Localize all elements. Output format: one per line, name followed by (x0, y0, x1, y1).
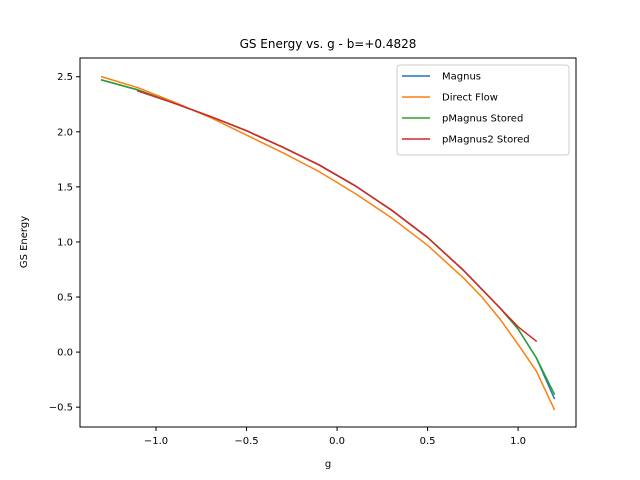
y-tick-label: 1.0 (57, 237, 73, 248)
legend-label: pMagnus Stored (442, 114, 523, 125)
x-tick-label: 1.0 (510, 436, 526, 447)
legend-box (396, 64, 570, 156)
y-tick-label: 1.5 (57, 182, 73, 193)
legend: Magnus Direct Flow pMagnus Stored pMagnus2 … (396, 64, 570, 156)
x-tick-label: −0.5 (234, 436, 258, 447)
chart-title: GS Energy vs. g - b=+0.4828 (240, 37, 417, 51)
series-layer (100, 75, 556, 411)
legend-label: pMagnus2 Stored (442, 135, 530, 146)
legend-label: Direct Flow (442, 93, 498, 104)
y-tick-label: 2.5 (57, 72, 73, 83)
x-tick-label: 0.0 (329, 436, 345, 447)
y-axis-label: GS Energy (19, 216, 30, 268)
x-tick-label: −1.0 (144, 436, 168, 447)
legend-label: Magnus (442, 72, 481, 83)
y-tick-label: −0.5 (49, 403, 73, 414)
y-axis: −0.5 0.0 0.5 1.0 1.5 2.0 2.5 (49, 72, 80, 414)
series-line-4 (136, 90, 538, 343)
y-tick-label: 0.5 (57, 293, 73, 304)
y-tick-label: 0.0 (57, 348, 73, 359)
x-axis: −1.0 −0.5 0.0 0.5 1.0 (144, 427, 526, 447)
x-tick-label: 0.5 (420, 436, 436, 447)
y-tick-label: 2.0 (57, 127, 73, 138)
x-axis-label: g (325, 459, 331, 470)
